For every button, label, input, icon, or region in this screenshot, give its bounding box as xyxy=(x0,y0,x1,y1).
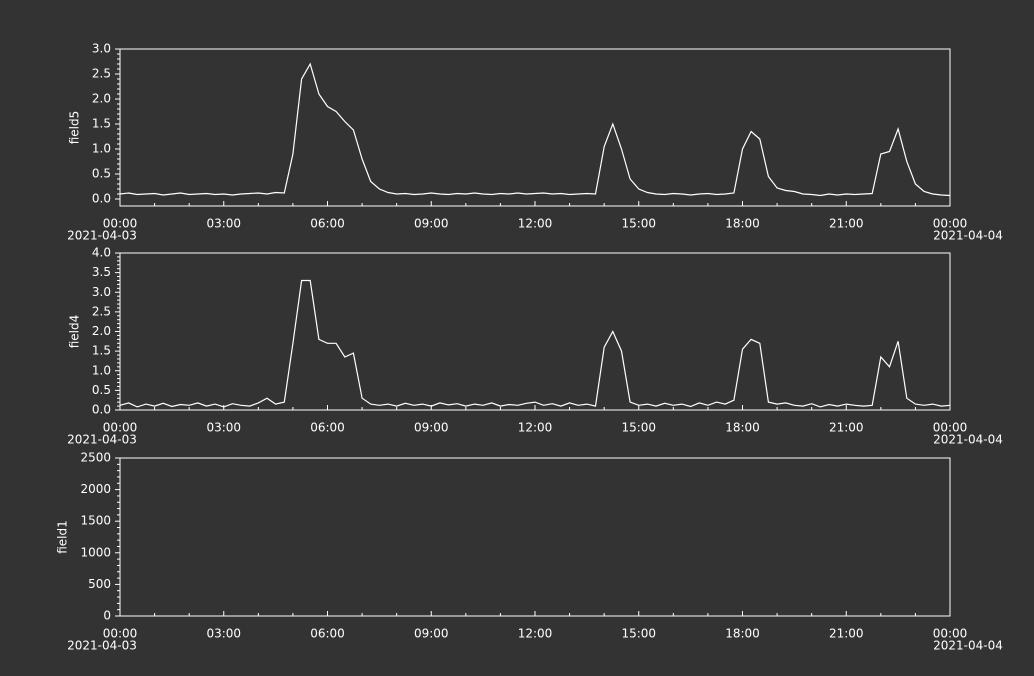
y-axis-label: field4 xyxy=(68,315,82,349)
x-date-label: 2021-04-03 xyxy=(67,639,137,653)
x-date-label: 2021-04-04 xyxy=(933,639,1003,653)
y-axis-label: field1 xyxy=(56,520,70,554)
x-tick-label: 00:00 xyxy=(103,421,138,435)
x-tick-label: 21:00 xyxy=(829,217,864,231)
y-tick-label: 2.5 xyxy=(92,67,111,81)
y-tick-label: 0.5 xyxy=(92,383,111,397)
x-tick-label: 21:00 xyxy=(829,627,864,641)
x-date-label: 2021-04-03 xyxy=(67,229,137,243)
x-tick-label: 18:00 xyxy=(725,627,760,641)
plot-frame xyxy=(119,48,951,207)
y-tick-label: 1.0 xyxy=(92,142,111,156)
y-tick-label: 0.0 xyxy=(92,403,111,417)
x-tick-label: 21:00 xyxy=(829,421,864,435)
x-tick-label: 00:00 xyxy=(933,217,968,231)
plot-frame xyxy=(119,457,951,617)
y-tick-label: 0 xyxy=(103,609,111,623)
x-tick-label: 06:00 xyxy=(310,421,345,435)
y-tick-label: 1500 xyxy=(80,514,111,528)
y-tick-label: 2.0 xyxy=(92,324,111,338)
y-tick-label: 4.0 xyxy=(92,246,111,260)
x-tick-label: 09:00 xyxy=(414,217,449,231)
y-tick-label: 1.0 xyxy=(92,363,111,377)
y-tick-label: 500 xyxy=(88,577,111,591)
x-date-label: 2021-04-04 xyxy=(933,433,1003,447)
x-tick-label: 15:00 xyxy=(621,421,656,435)
y-tick-label: 3.0 xyxy=(92,42,111,56)
y-tick-label: 1000 xyxy=(80,545,111,559)
x-tick-label: 15:00 xyxy=(621,217,656,231)
y-tick-label: 1.5 xyxy=(92,117,111,131)
x-tick-label: 12:00 xyxy=(518,217,553,231)
x-tick-label: 00:00 xyxy=(933,627,968,641)
x-tick-label: 06:00 xyxy=(310,217,345,231)
x-tick-label: 15:00 xyxy=(621,627,656,641)
x-tick-label: 00:00 xyxy=(933,421,968,435)
y-tick-label: 2000 xyxy=(80,482,111,496)
y-tick-label: 2.5 xyxy=(92,304,111,318)
x-tick-label: 09:00 xyxy=(414,627,449,641)
y-tick-label: 2500 xyxy=(80,451,111,465)
x-tick-label: 18:00 xyxy=(725,217,760,231)
x-tick-label: 03:00 xyxy=(206,421,241,435)
plot-frame xyxy=(119,252,951,411)
y-tick-label: 3.5 xyxy=(92,265,111,279)
x-tick-label: 00:00 xyxy=(103,217,138,231)
x-tick-label: 09:00 xyxy=(414,421,449,435)
x-tick-label: 03:00 xyxy=(206,627,241,641)
y-tick-label: 0.5 xyxy=(92,167,111,181)
data-line xyxy=(119,279,951,408)
x-date-label: 2021-04-03 xyxy=(67,433,137,447)
y-axis-label: field5 xyxy=(68,111,82,145)
x-tick-label: 12:00 xyxy=(518,627,553,641)
y-tick-label: 3.0 xyxy=(92,285,111,299)
x-tick-label: 18:00 xyxy=(725,421,760,435)
y-tick-label: 0.0 xyxy=(92,192,111,206)
x-tick-label: 06:00 xyxy=(310,627,345,641)
y-tick-label: 1.5 xyxy=(92,344,111,358)
x-tick-label: 12:00 xyxy=(518,421,553,435)
x-date-label: 2021-04-04 xyxy=(933,229,1003,243)
x-tick-label: 00:00 xyxy=(103,627,138,641)
data-line xyxy=(119,62,951,197)
x-tick-label: 03:00 xyxy=(206,217,241,231)
y-tick-label: 2.0 xyxy=(92,92,111,106)
